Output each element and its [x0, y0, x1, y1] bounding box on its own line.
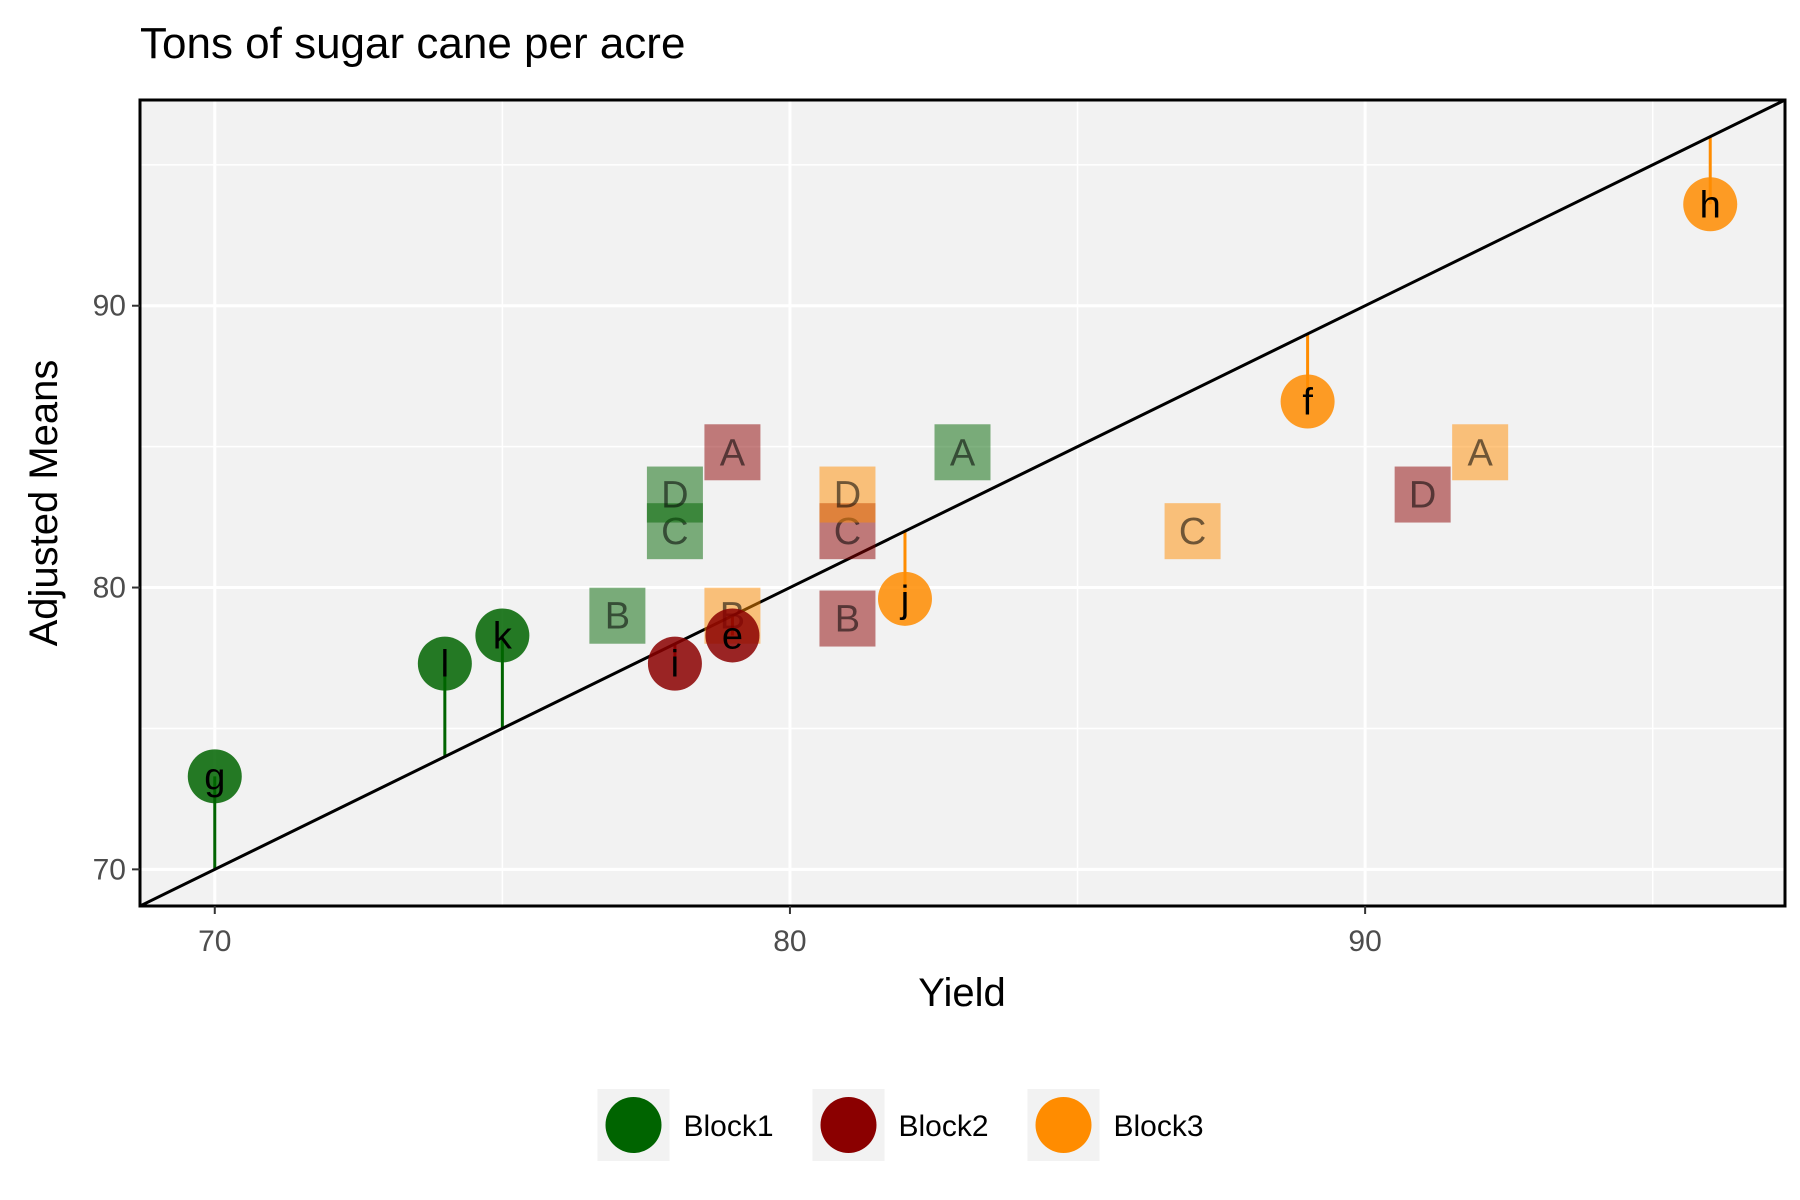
check-label: i — [671, 644, 679, 686]
check-label: f — [1302, 382, 1313, 424]
treatment-label: C — [1179, 511, 1206, 553]
grid-minor — [140, 100, 1785, 906]
treatment-label: D — [1409, 475, 1436, 517]
check-marker — [1280, 374, 1335, 429]
legend-key-circle — [820, 1097, 877, 1153]
identity-line — [140, 100, 1785, 906]
treatment-marker — [819, 590, 876, 647]
legend-key-circle — [1035, 1097, 1092, 1153]
plot-border — [138, 98, 1787, 908]
y-tick-label: 70 — [93, 853, 126, 886]
x-tick-label: 80 — [773, 925, 806, 958]
y-axis-title: Adjusted Means — [22, 360, 66, 647]
treatment-marker — [1394, 466, 1451, 523]
treatment-marker — [934, 424, 991, 481]
treatment-label: A — [720, 432, 746, 474]
y-tick-label: 80 — [93, 572, 126, 605]
legend-key-circle — [605, 1097, 662, 1153]
treatment-marker — [646, 466, 703, 523]
y-tick-label: 90 — [93, 290, 126, 323]
chart-title: Tons of sugar cane per acre — [140, 19, 685, 68]
check-label: e — [722, 615, 743, 657]
check-label: h — [1700, 184, 1721, 226]
legend-label: Block3 — [1114, 1110, 1204, 1143]
x-tick-label: 90 — [1348, 925, 1381, 958]
treatment-label: B — [605, 596, 630, 638]
treatment-label: A — [1467, 432, 1493, 474]
x-axis: 70 80 90 — [198, 906, 1382, 958]
check-marker — [1683, 177, 1738, 232]
check-label: g — [204, 756, 225, 798]
legend-label: Block2 — [899, 1110, 989, 1143]
treatment-marker — [1452, 424, 1509, 481]
check-label: l — [441, 644, 449, 686]
check-marker — [417, 636, 472, 691]
x-tick-label: 70 — [198, 925, 231, 958]
check-marker — [187, 749, 242, 804]
legend-label: Block1 — [684, 1110, 774, 1143]
legend: Block1 Block2 Block3 — [597, 1089, 1204, 1161]
treatment-marker — [819, 466, 876, 523]
check-marker — [475, 608, 530, 663]
treatment-label: D — [834, 475, 861, 517]
check-marker — [647, 636, 702, 691]
check-label: j — [900, 579, 909, 621]
check-marker — [705, 608, 760, 663]
treatment-marker — [589, 587, 646, 644]
treatment-label: B — [835, 599, 860, 641]
treatment-label: D — [661, 475, 688, 517]
x-axis-title: Yield — [918, 971, 1005, 1015]
treatment-marker — [1164, 503, 1221, 560]
treatment-label: A — [950, 432, 976, 474]
check-markers: g l k i e j f h — [187, 177, 1738, 804]
check-label: k — [493, 615, 513, 657]
treatment-marker — [704, 424, 761, 481]
check-marker — [877, 571, 932, 626]
y-axis: 70 80 90 — [93, 290, 140, 886]
reference-line — [140, 100, 1785, 906]
